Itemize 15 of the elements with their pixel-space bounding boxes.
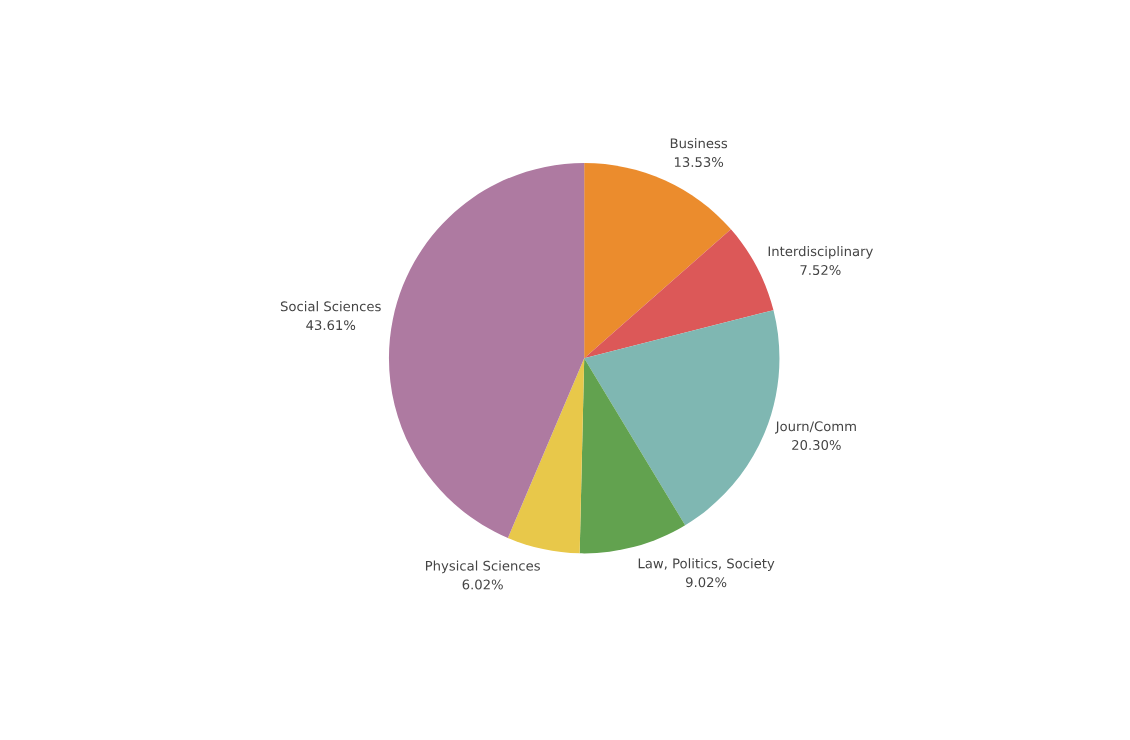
slice-label: Interdisciplinary <box>768 245 873 259</box>
data-label: 9.02% <box>685 577 727 588</box>
data-label: 20.30% <box>792 440 841 450</box>
slice-label: Physical Sciences <box>425 560 540 574</box>
data-label: 7.52% <box>800 265 841 275</box>
pie-slice <box>389 162 585 538</box>
data-label: 43.61% <box>306 320 356 331</box>
slice-label: Business <box>670 138 728 149</box>
slice-label: Journ/Comm <box>775 421 856 434</box>
data-label: 6.02% <box>462 579 503 590</box>
slice-label: Law, Politics, Society <box>638 558 775 571</box>
data-label: 13.53% <box>674 157 724 168</box>
pie-slice <box>579 358 686 554</box>
slice-label: Social Sciences <box>280 301 381 312</box>
pie-slice <box>507 358 585 554</box>
